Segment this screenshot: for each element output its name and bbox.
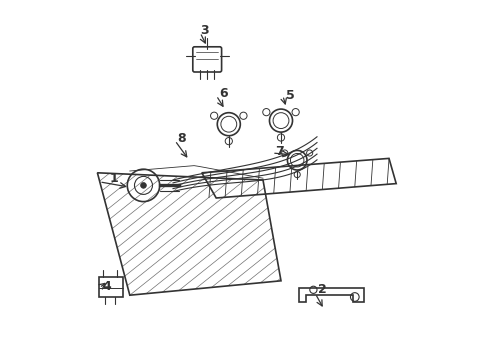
Text: 3: 3	[200, 24, 209, 37]
Text: 6: 6	[219, 87, 228, 100]
Text: 4: 4	[102, 280, 111, 293]
Text: 2: 2	[318, 283, 327, 296]
Circle shape	[141, 183, 147, 188]
Text: 5: 5	[286, 89, 294, 102]
Text: 1: 1	[109, 172, 118, 185]
Text: 7: 7	[275, 145, 284, 158]
Text: 8: 8	[178, 132, 186, 145]
